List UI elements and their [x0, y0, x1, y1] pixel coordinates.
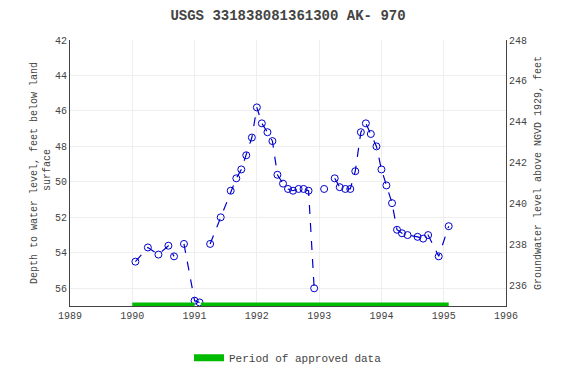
- svg-text:Depth to water level, feet bel: Depth to water level, feet below land su…: [29, 62, 53, 284]
- svg-text:242: 242: [509, 158, 527, 169]
- svg-text:1994: 1994: [369, 311, 393, 322]
- svg-text:1991: 1991: [183, 311, 207, 322]
- svg-text:1995: 1995: [432, 311, 456, 322]
- svg-text:50: 50: [55, 177, 67, 188]
- svg-text:Groundwater level above NGVD 1: Groundwater level above NGVD 1929, feet: [533, 56, 544, 290]
- svg-text:244: 244: [509, 117, 527, 128]
- svg-text:54: 54: [55, 248, 67, 259]
- svg-text:42: 42: [55, 36, 67, 47]
- svg-text:1989: 1989: [58, 311, 82, 322]
- svg-text:56: 56: [55, 284, 67, 295]
- svg-text:USGS 331838081361300 AK- 970: USGS 331838081361300 AK- 970: [170, 8, 405, 24]
- svg-text:238: 238: [509, 240, 527, 251]
- svg-text:1993: 1993: [307, 311, 331, 322]
- svg-text:240: 240: [509, 199, 527, 210]
- svg-text:248: 248: [509, 36, 527, 47]
- svg-text:48: 48: [55, 142, 67, 153]
- svg-text:246: 246: [509, 76, 527, 87]
- svg-text:46: 46: [55, 106, 67, 117]
- svg-text:44: 44: [55, 71, 67, 82]
- svg-text:1990: 1990: [120, 311, 144, 322]
- svg-text:1992: 1992: [245, 311, 269, 322]
- svg-text:Period of approved data: Period of approved data: [229, 353, 381, 365]
- svg-text:1996: 1996: [494, 311, 518, 322]
- svg-text:52: 52: [55, 213, 67, 224]
- svg-text:236: 236: [509, 281, 527, 292]
